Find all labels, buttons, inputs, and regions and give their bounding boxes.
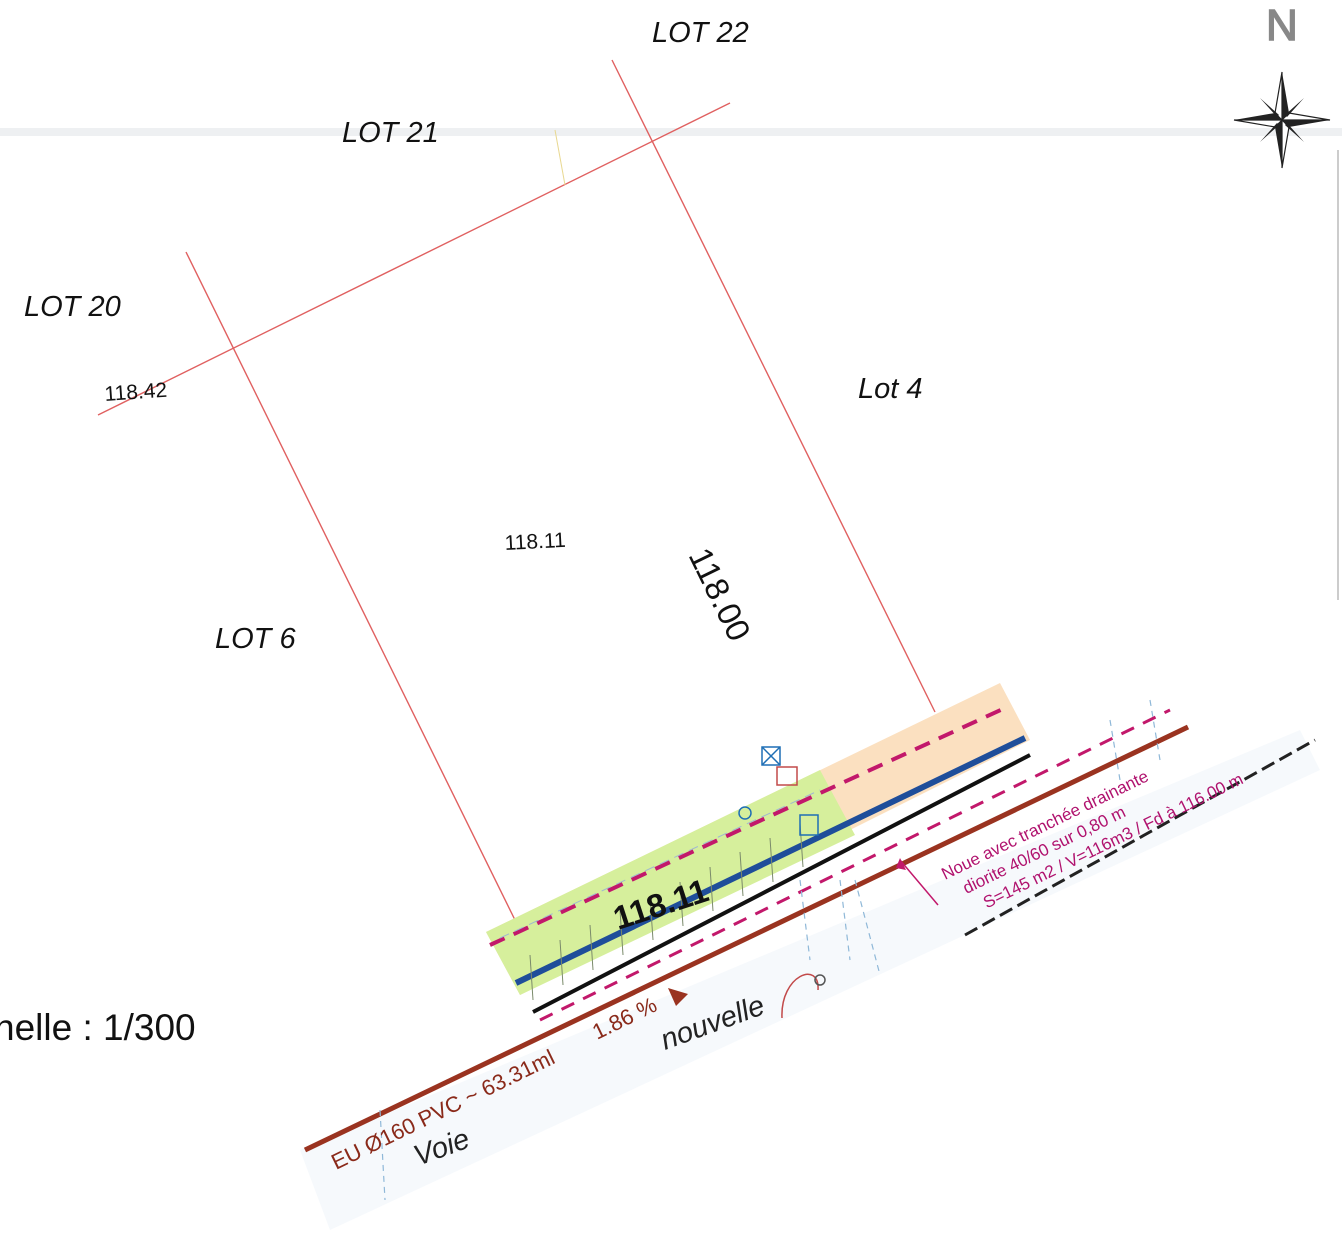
lot-4-label: Lot 4 [858, 373, 923, 405]
swale-hatching [499, 789, 821, 1001]
valve-icon [738, 806, 752, 820]
road-band [300, 730, 1320, 1230]
inspection-box-icon [761, 746, 781, 766]
elevation-label-2: 118.11 [504, 529, 566, 555]
scale-label: helle : 1/300 [0, 1007, 196, 1048]
faint-yellow-line [554, 129, 566, 186]
parcel-line-west [185, 251, 516, 921]
swale-black-edge [532, 753, 1031, 1014]
parcel-line-east [611, 59, 936, 713]
swale-green-area [486, 770, 855, 995]
slope-arrow-icon [668, 988, 688, 1006]
lamp-icon [814, 974, 826, 986]
elevation-label-1: 118.42 [104, 379, 168, 406]
grate-icon [799, 814, 819, 836]
sewer-pipe-line [303, 724, 1190, 1153]
parcel-line-north [97, 102, 731, 416]
lot-20-label: LOT 20 [24, 291, 121, 323]
drain-blue-line [514, 735, 1027, 986]
connection-box-icon [776, 766, 798, 786]
north-arrow: N [1233, 0, 1331, 169]
noue-leader-line [899, 859, 939, 906]
elevation-label-3: 118.00 [682, 542, 758, 647]
curb-return-icon [781, 973, 819, 1019]
compass-rose-icon [1233, 71, 1331, 169]
equipment-symbols [738, 746, 826, 1019]
overflow-dashed-line [964, 738, 1316, 937]
swale-pink-dash-bottom [539, 708, 1171, 1022]
lot-6-label: LOT 6 [215, 623, 296, 655]
parcel-lines [97, 59, 936, 921]
leader-arrow-icon [896, 858, 906, 870]
lot-21-label: LOT 21 [342, 117, 439, 149]
swale-pink-dash-top [489, 706, 1006, 947]
north-letter: N [1266, 1, 1298, 50]
network-lines [379, 699, 1161, 1201]
lot-22-label: LOT 22 [652, 17, 749, 49]
